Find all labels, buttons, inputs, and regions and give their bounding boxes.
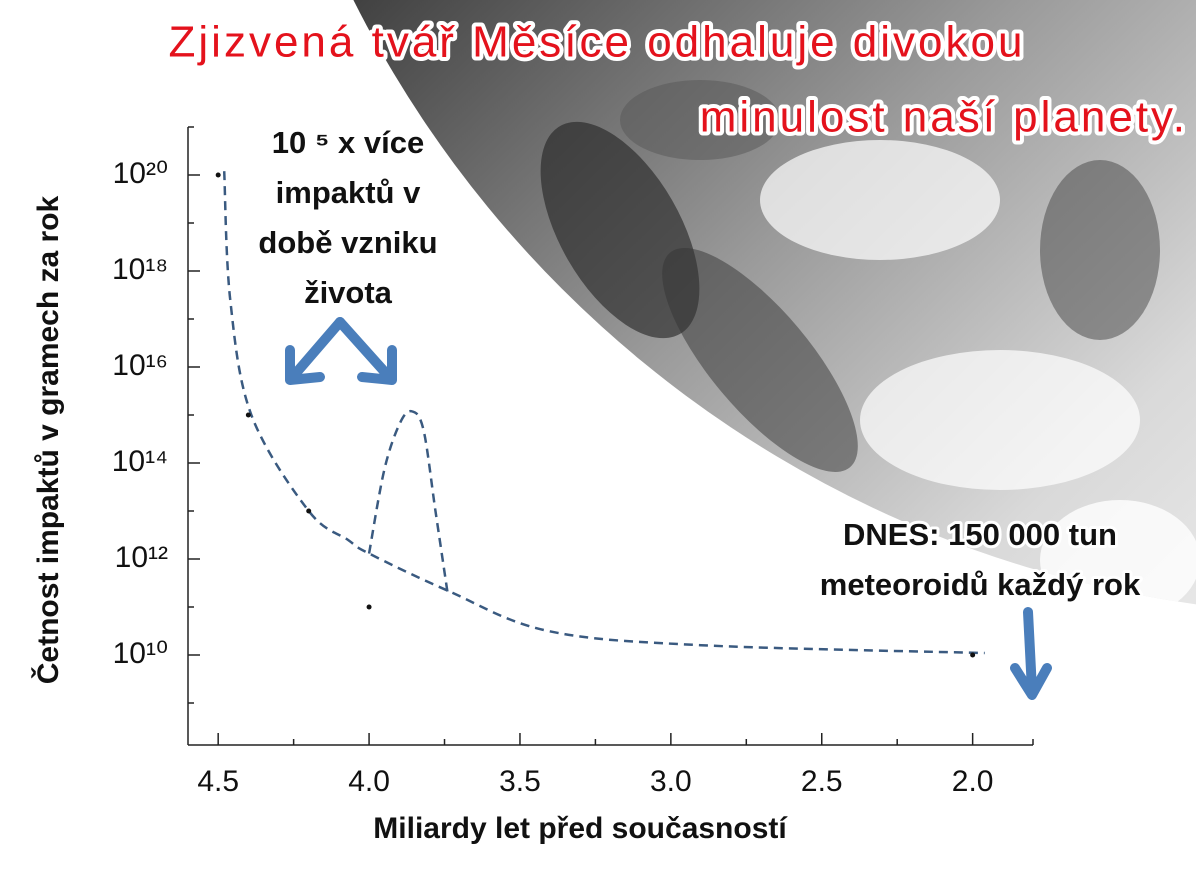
y-tick-label: 10¹⁸ xyxy=(112,253,168,286)
title-line: minulost naší planety. xyxy=(700,93,1188,142)
y-tick-label: 10¹⁴ xyxy=(112,445,168,478)
annotation: života xyxy=(304,275,393,310)
y-tick-label: 10²⁰ xyxy=(113,157,168,190)
x-tick-label: 3.0 xyxy=(650,765,692,798)
y-tick-label: 10¹⁶ xyxy=(112,349,168,382)
y-axis-label: Četnost impaktů v gramech za rok xyxy=(31,195,65,684)
x-tick-label: 4.0 xyxy=(348,765,390,798)
trend-line xyxy=(222,171,985,655)
x-tick-label: 3.5 xyxy=(499,765,541,798)
x-tick-label: 2.0 xyxy=(952,765,994,798)
data-point xyxy=(366,604,372,610)
arrow xyxy=(1010,607,1052,700)
x-axis-label: Miliardy let před současností xyxy=(373,812,788,845)
y-tick-label: 10¹⁰ xyxy=(113,637,168,670)
annotation: DNES: 150 000 tun xyxy=(843,517,1117,552)
arrow xyxy=(335,317,397,385)
annotation: 10 ⁵ x více xyxy=(272,125,424,160)
data-point xyxy=(245,412,251,418)
annotation: době vzniku xyxy=(258,225,437,260)
trend-line xyxy=(367,409,449,593)
arrow xyxy=(285,317,345,385)
x-tick-label: 4.5 xyxy=(197,765,239,798)
y-tick-label: 10¹² xyxy=(115,541,168,574)
annotation: meteoroidů každý rok xyxy=(820,567,1141,602)
data-point xyxy=(306,508,312,514)
annotation: impaktů v xyxy=(276,175,421,210)
x-tick-label: 2.5 xyxy=(801,765,843,798)
annotation-arrows xyxy=(285,317,1052,700)
title-line: Zjizvená tvář Měsíce odhaluje divokou xyxy=(169,18,1026,67)
data-point xyxy=(970,652,976,658)
data-point xyxy=(215,172,221,178)
